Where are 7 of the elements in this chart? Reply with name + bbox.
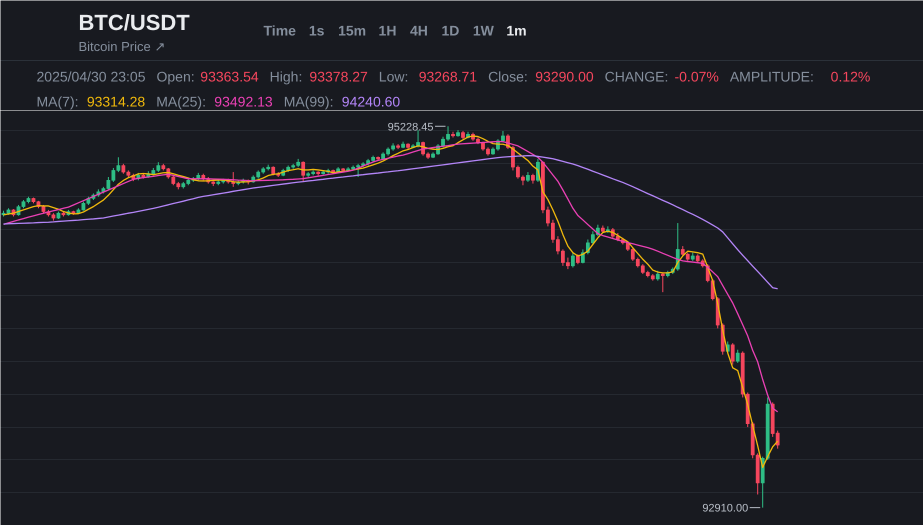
annotation: 95228.45 (388, 121, 434, 134)
text: MA(7): 93314.28 MA(25): 93492.13 MA(99): 94240.60 (36, 94, 400, 110)
text: 2025/04/30 23:05 Open: 93363.54 High: 93378.27 Low: 93268.71 Close: 93290.00 CHANGE: -0.07% AMPLITUDE: 0.12% (36, 68, 870, 84)
annotation: 92910.00 (702, 502, 748, 515)
chart-title: BTC/USDT (78, 10, 190, 35)
text: Time 1s 15m 1H 4H 1D 1W 1m (264, 22, 527, 38)
chart-subtitle: Bitcoin Price ↗ (78, 39, 166, 54)
